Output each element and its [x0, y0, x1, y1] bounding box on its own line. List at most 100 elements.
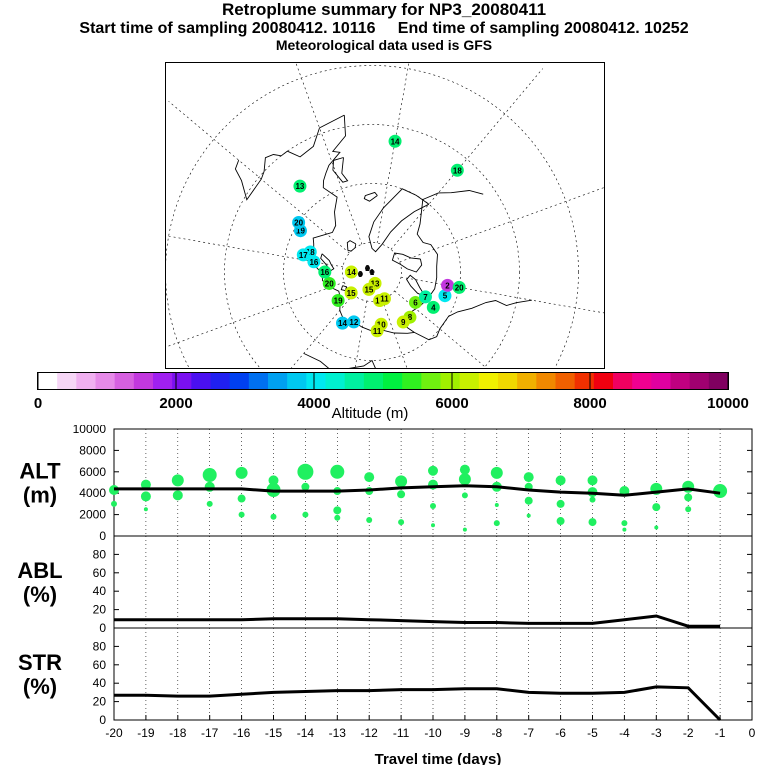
x-tick-label: -14	[297, 726, 315, 740]
plume-point-label: 6	[413, 298, 418, 307]
colorbar-cell	[95, 373, 116, 389]
str-line	[114, 685, 722, 722]
plume-point-label: 12	[349, 318, 358, 327]
panel-y-label: (%)	[23, 674, 57, 699]
alt-point	[395, 475, 408, 488]
coastline	[414, 299, 532, 341]
plume-point-label: 17	[299, 251, 308, 260]
plume-point-label: 15	[364, 285, 373, 294]
colorbar-label: Altitude (m)	[332, 405, 409, 422]
alt-point	[171, 474, 184, 487]
plume-point	[369, 269, 375, 275]
colorbar-tick-label: 10000	[707, 395, 749, 412]
panel-y-label: (%)	[23, 582, 57, 607]
meteo-source: Meteorological data used is GFS	[275, 37, 493, 53]
latitude-circle	[165, 65, 579, 369]
alt-point	[458, 473, 471, 486]
plume-point-label: 7	[423, 293, 428, 302]
alt-point	[237, 494, 246, 503]
alt-point	[494, 502, 499, 507]
plume-point	[322, 276, 336, 290]
plume-point	[296, 248, 310, 262]
y-tick-label: 80	[93, 547, 107, 561]
colorbar-cell	[114, 373, 135, 389]
plume-point	[377, 292, 391, 306]
x-tick-label: -19	[137, 726, 155, 740]
longitude-line	[390, 68, 543, 250]
map-plume-points: 1231315181514192016161817192010118121467…	[292, 134, 466, 338]
colorbar-cell	[229, 373, 250, 389]
plume-point-label: 11	[380, 295, 389, 304]
plume-point-label: 4	[431, 303, 436, 312]
colorbar-cell	[421, 373, 442, 389]
plume-point-label: 8	[408, 313, 413, 322]
alt-point	[202, 468, 217, 483]
colorbar-cell	[593, 373, 614, 389]
alt-panel: 0 2000 4000 6000 8000 10000 ALT(m)	[19, 425, 752, 543]
sampling-times: Start time of sampling 20080412. 10116 E…	[79, 20, 689, 37]
plume-point	[307, 255, 321, 269]
alt-point	[621, 520, 628, 527]
plume-point-label: 10	[377, 320, 386, 329]
plume-point-label: 9	[401, 318, 406, 327]
plume-point	[318, 265, 332, 279]
x-tick-label: -12	[361, 726, 379, 740]
colorbar-cell	[536, 373, 557, 389]
plume-point-label: 13	[295, 182, 304, 191]
plume-point	[293, 179, 307, 193]
alt-point	[143, 507, 148, 512]
plume-point	[452, 280, 466, 294]
y-tick-label: 6000	[79, 465, 106, 479]
x-tick-label: -4	[619, 726, 630, 740]
alt-point	[523, 472, 534, 483]
x-tick-label: 0	[749, 726, 756, 740]
colorbar-tick-label: 0	[34, 395, 42, 412]
alt-point	[334, 514, 341, 521]
longitude-line	[399, 186, 605, 263]
alt-point	[430, 503, 436, 510]
colorbar-cell	[459, 373, 480, 389]
alt-point	[431, 523, 435, 528]
plume-point-label: 14	[347, 268, 356, 277]
plume-point-label: 19	[296, 227, 305, 236]
plume-point-label: 2	[445, 281, 450, 290]
y-tick-label: 4000	[79, 486, 106, 500]
alt-point	[682, 480, 695, 493]
plume-point	[388, 134, 402, 148]
plume-point	[418, 290, 432, 304]
x-tick-label: -3	[651, 726, 662, 740]
alt-point	[172, 490, 183, 501]
alt-point	[140, 491, 151, 502]
plume-point-label: 16	[309, 258, 318, 267]
x-tick-label: -7	[523, 726, 534, 740]
plume-point-label: 3	[358, 270, 363, 279]
plume-point	[336, 316, 349, 330]
colorbar-cell	[632, 373, 652, 389]
plume-point-label: 5	[443, 292, 448, 301]
latitude-circle	[224, 124, 520, 369]
alt-point	[364, 472, 375, 483]
y-tick-label: 2000	[79, 508, 106, 522]
alt-point	[684, 493, 693, 502]
plume-point-label: 18	[453, 166, 462, 175]
longitude-line	[400, 276, 605, 314]
x-tick-label: -20	[105, 726, 123, 740]
x-tick-label: -2	[683, 726, 694, 740]
plume-point-label: 20	[325, 279, 334, 288]
colorbar-cell	[172, 373, 192, 389]
colorbar-cell	[287, 373, 307, 389]
plume-point	[441, 278, 455, 292]
y-tick-label: 40	[93, 676, 107, 690]
y-tick-label: 60	[93, 658, 107, 672]
plume-point	[364, 265, 370, 271]
y-tick-label: 0	[99, 529, 106, 543]
colorbar-cell	[268, 373, 288, 389]
plume-point-label: 15	[347, 289, 356, 298]
plume-point	[347, 315, 361, 329]
x-tick-label: -1	[715, 726, 726, 740]
map-graticule	[165, 62, 605, 369]
plume-point-label: 1	[370, 268, 375, 277]
alt-point	[398, 519, 405, 526]
alt-point	[459, 464, 470, 475]
